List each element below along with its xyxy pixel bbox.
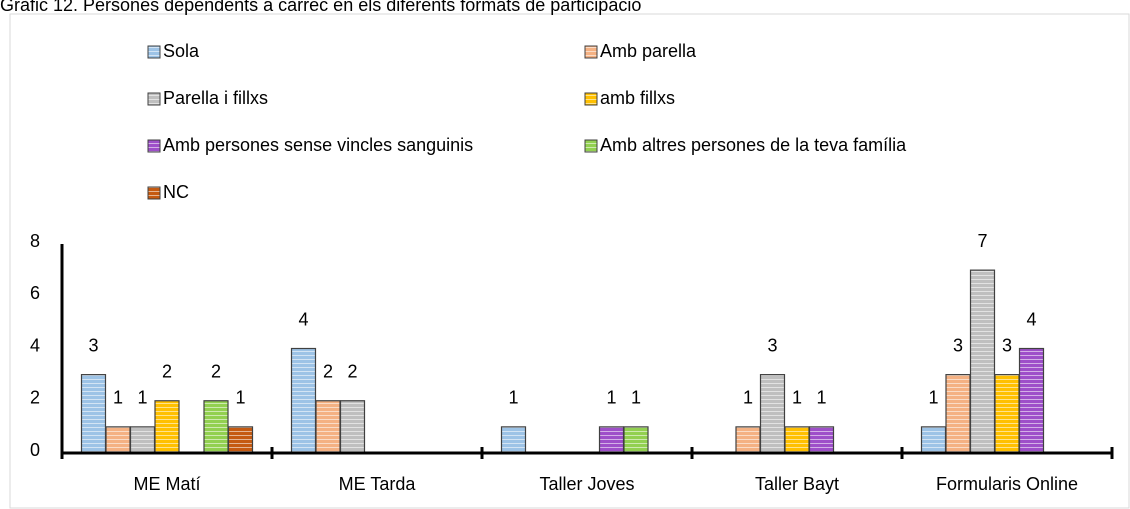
bar [920, 426, 947, 454]
data-label: 1 [137, 388, 147, 408]
data-label: 1 [743, 388, 753, 408]
legend-label: NC [163, 182, 189, 202]
bar [290, 347, 317, 454]
data-label: 1 [606, 388, 616, 408]
legend-label: Amb persones sense vincles sanguinis [163, 135, 473, 155]
data-label: 3 [88, 335, 98, 355]
bar [969, 269, 996, 454]
legend-swatch [147, 186, 161, 200]
legend-label: Amb altres persones de la teva família [600, 135, 907, 155]
legend-swatch [584, 139, 598, 153]
x-tick-label: ME Matí [133, 474, 200, 494]
data-label: 2 [347, 362, 357, 382]
chart-title: Gràfic 12. Persones dependents a càrrec … [0, 0, 641, 15]
legend-swatch [584, 92, 598, 106]
legend-swatch [147, 92, 161, 106]
data-label: 1 [816, 388, 826, 408]
data-label: 3 [767, 335, 777, 355]
legend-label: Amb parella [600, 41, 697, 61]
chart-frame [9, 13, 1130, 509]
x-tick-label: Taller Joves [539, 474, 634, 494]
bar [339, 400, 366, 454]
legend-swatch [584, 45, 598, 59]
data-label: 3 [1002, 335, 1012, 355]
bar [154, 400, 180, 454]
data-label: 1 [113, 388, 123, 408]
bar [80, 374, 107, 454]
data-label: 4 [1026, 309, 1036, 329]
data-label: 1 [235, 388, 245, 408]
data-label: 2 [323, 362, 333, 382]
legend-label: amb fillxs [600, 88, 675, 108]
bar [808, 426, 835, 454]
bar [105, 426, 131, 454]
legend-label: Sola [163, 41, 200, 61]
bar [203, 400, 229, 454]
bar [784, 426, 810, 454]
bar [759, 374, 786, 454]
bar [623, 426, 649, 454]
data-label: 2 [211, 362, 221, 382]
data-label: 2 [162, 362, 172, 382]
bar [945, 374, 971, 454]
data-label: 7 [977, 231, 987, 251]
bar [735, 426, 761, 454]
y-tick-label: 8 [30, 231, 40, 251]
bar [129, 426, 156, 454]
bar [500, 426, 527, 454]
bar [598, 426, 625, 454]
y-tick-label: 4 [30, 335, 40, 355]
bar [994, 374, 1020, 454]
data-label: 1 [508, 388, 518, 408]
data-label: 1 [792, 388, 802, 408]
x-tick-label: Formularis Online [936, 474, 1078, 494]
x-tick-label: ME Tarda [339, 474, 417, 494]
data-label: 1 [631, 388, 641, 408]
data-label: 3 [953, 335, 963, 355]
y-tick-label: 2 [30, 388, 40, 408]
y-tick-label: 0 [30, 440, 40, 460]
data-label: 4 [298, 309, 308, 329]
legend-swatch [147, 139, 161, 153]
y-tick-label: 6 [30, 283, 40, 303]
bar [315, 400, 341, 454]
legend-swatch [147, 45, 161, 59]
legend-label: Parella i fillxs [163, 88, 268, 108]
x-tick-label: Taller Bayt [755, 474, 839, 494]
data-label: 1 [928, 388, 938, 408]
bar [1018, 347, 1045, 454]
bar [227, 426, 254, 454]
